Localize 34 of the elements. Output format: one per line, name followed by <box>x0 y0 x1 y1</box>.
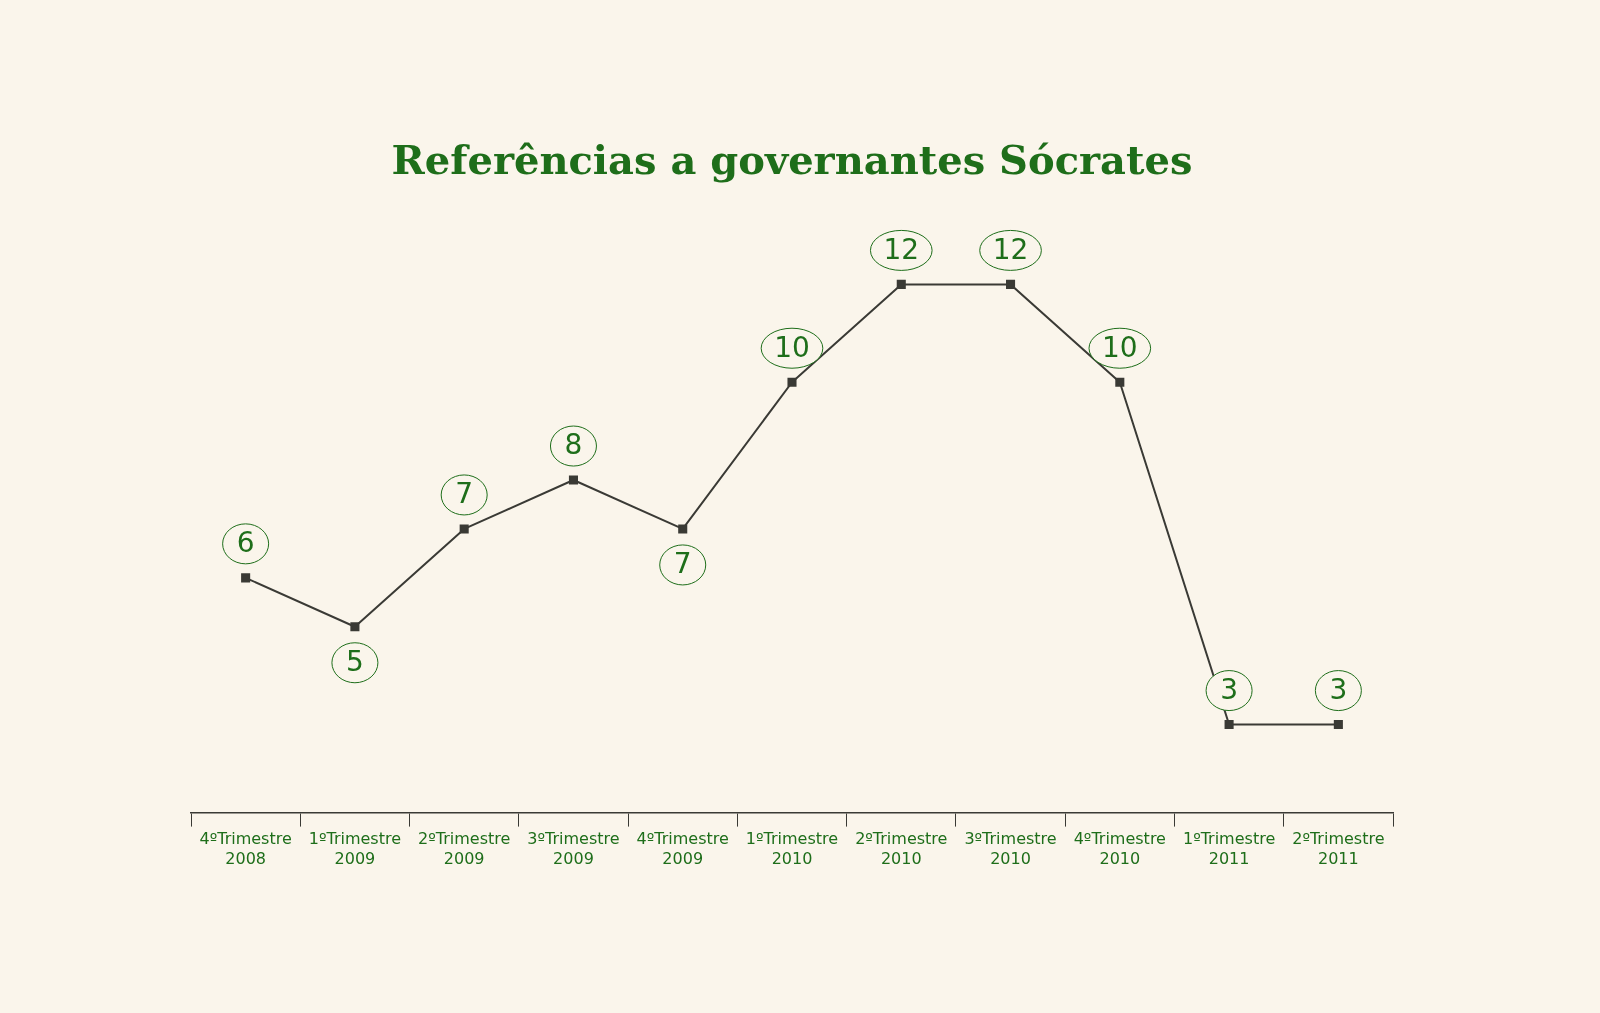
point <box>1115 377 1125 387</box>
x-tick-label: 4ºTrimestre 2010 <box>1073 829 1166 868</box>
point <box>896 279 906 289</box>
data-label: 5 <box>346 645 364 679</box>
point <box>1333 720 1343 730</box>
x-tick-label: 1ºTrimestre 2011 <box>1182 829 1276 868</box>
x-tick-label: 4ºTrimestre 2009 <box>636 829 729 868</box>
x-tick-label: 3ºTrimestre 2009 <box>527 829 620 868</box>
point <box>678 524 688 534</box>
data-label: 3 <box>1220 672 1239 706</box>
chart-title: Referências a governantes Sócrates <box>391 136 1193 184</box>
point <box>1224 720 1234 730</box>
point <box>1006 279 1016 289</box>
x-tick-label: 2ºTrimestre 2010 <box>855 829 948 868</box>
data-label: 7 <box>673 547 692 581</box>
x-tick-label: 4ºTrimestre 2008 <box>199 829 292 868</box>
data-label: 10 <box>774 330 810 364</box>
x-tick-label: 3ºTrimestre 2010 <box>964 829 1057 868</box>
data-label: 12 <box>883 232 920 266</box>
x-tick-label: 1ºTrimestre 2009 <box>308 829 402 868</box>
point <box>568 475 578 485</box>
x-tick-label: 2ºTrimestre 2009 <box>418 829 511 868</box>
data-label: 12 <box>992 232 1029 266</box>
point <box>350 622 360 632</box>
data-label: 3 <box>1329 672 1348 706</box>
data-label: 10 <box>1102 330 1138 364</box>
point <box>787 377 797 387</box>
point <box>459 524 469 534</box>
point <box>241 573 251 583</box>
x-tick-label: 1ºTrimestre 2010 <box>745 829 839 868</box>
data-label: 6 <box>236 526 255 560</box>
data-label: 7 <box>455 477 474 511</box>
data-label: 8 <box>564 428 583 462</box>
x-tick-label: 2ºTrimestre 2011 <box>1292 829 1385 868</box>
